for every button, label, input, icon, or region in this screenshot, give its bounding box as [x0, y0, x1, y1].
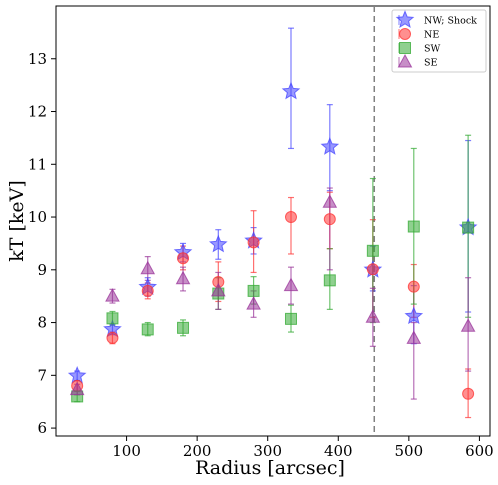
- data-point-square: [284, 312, 297, 325]
- x-tick-label: 200: [183, 442, 212, 460]
- data-point-triangle: [140, 260, 156, 275]
- data-point-triangle: [246, 296, 261, 310]
- data-markers: [67, 81, 478, 403]
- data-point-circle: [323, 213, 336, 226]
- data-point-circle: [407, 280, 420, 293]
- data-point-circle: [284, 211, 297, 224]
- legend-label: SE: [424, 58, 438, 69]
- data-point-star: [404, 306, 424, 325]
- data-point-circle: [247, 236, 260, 249]
- x-tick-label: 300: [253, 442, 282, 460]
- data-point-triangle: [365, 309, 381, 323]
- data-point-triangle: [406, 330, 422, 344]
- y-tick-label: 6: [37, 419, 47, 437]
- x-axis-label: Radius [arcsec]: [195, 457, 345, 479]
- axis-ticks: 100 200 300 400 500 600 6 7 8 9 10 11 12 13: [28, 50, 494, 460]
- data-point-square: [177, 321, 190, 334]
- data-point-star: [281, 81, 301, 100]
- data-point-circle: [366, 263, 379, 276]
- data-point-star: [208, 234, 228, 253]
- data-point-star: [320, 137, 340, 155]
- legend-label: SW: [424, 44, 441, 55]
- x-tick-label: 500: [395, 442, 424, 460]
- data-point-triangle: [175, 270, 191, 285]
- data-point-square: [323, 274, 336, 287]
- y-tick-label: 12: [28, 103, 47, 121]
- data-point-triangle: [210, 282, 226, 297]
- legend-marker-circle: [399, 28, 411, 40]
- data-point-circle: [177, 252, 190, 265]
- y-tick-label: 13: [28, 50, 47, 68]
- data-point-circle: [141, 284, 154, 297]
- y-tick-label: 7: [37, 366, 47, 384]
- legend-label: NE: [424, 30, 439, 41]
- data-point-square: [247, 284, 260, 297]
- legend-label: NW; Shock: [424, 16, 477, 27]
- data-point-circle: [106, 331, 119, 344]
- data-point-triangle: [322, 194, 338, 208]
- data-point-square: [106, 312, 119, 325]
- x-tick-label: 100: [112, 442, 141, 460]
- y-tick-label: 11: [28, 155, 47, 173]
- x-tick-label: 600: [465, 442, 494, 460]
- legend-marker-square: [399, 42, 411, 54]
- data-point-circle: [462, 387, 475, 400]
- data-point-triangle: [105, 288, 120, 302]
- legend: NW; Shock NE SW SE: [391, 9, 487, 73]
- y-tick-label: 10: [28, 208, 47, 226]
- y-tick-label: 8: [37, 314, 47, 332]
- data-point-triangle: [460, 318, 476, 332]
- data-point-square: [407, 220, 420, 233]
- data-point-triangle: [69, 381, 85, 396]
- y-axis-label: kT [keV]: [6, 180, 28, 262]
- data-point-square: [462, 221, 475, 234]
- data-point-star: [67, 366, 87, 384]
- legend-marker-star: [395, 10, 415, 28]
- data-point-square: [141, 323, 154, 336]
- y-tick-label: 9: [37, 261, 47, 279]
- legend-box: [391, 9, 487, 73]
- x-tick-label: 400: [324, 442, 353, 460]
- data-point-square: [366, 244, 379, 257]
- data-point-triangle: [283, 277, 299, 292]
- legend-marker-triangle: [397, 53, 413, 68]
